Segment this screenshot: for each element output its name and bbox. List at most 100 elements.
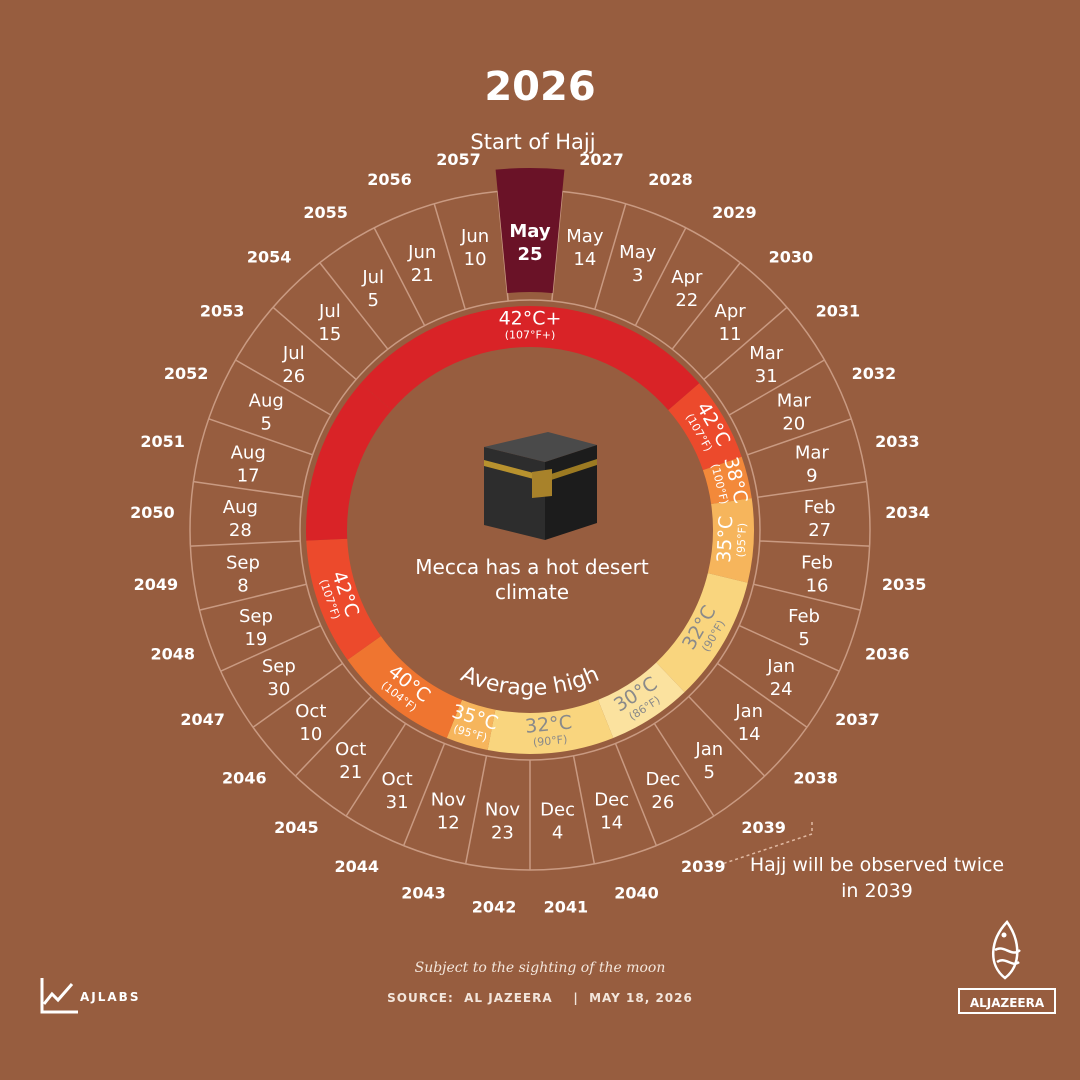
temperature-band (446, 699, 496, 750)
year-label: 2039 (741, 818, 786, 837)
cell-divider (272, 306, 357, 380)
cell-divider (433, 203, 466, 310)
average-high-label: Average high (457, 662, 603, 701)
date-day-label: 16 (806, 575, 829, 596)
chart-title: 2026 (484, 64, 596, 110)
temperature-celsius-label: 35°C (713, 515, 737, 563)
date-day-label: 17 (237, 466, 260, 487)
cell-divider (759, 540, 870, 547)
cell-divider (614, 743, 658, 846)
cell-divider (703, 306, 788, 380)
temperature-band (487, 699, 614, 754)
date-day-label: 14 (600, 812, 623, 833)
date-month-label: Nov (431, 789, 466, 810)
cell-divider (572, 755, 596, 864)
date-month-label: Dec (594, 789, 629, 810)
moon-sighting-footnote: Subject to the sighting of the moon (414, 960, 666, 976)
date-month-label: Apr (671, 267, 703, 288)
cell-divider (373, 227, 426, 326)
date-month-label: May (619, 242, 657, 263)
date-month-label: Aug (249, 391, 284, 412)
date-day-label: 30 (267, 679, 290, 700)
year-label: 2038 (793, 769, 838, 788)
cell-divider (402, 743, 446, 846)
date-month-label: Jun (407, 242, 436, 263)
date-day-label: 21 (411, 265, 434, 286)
cell-divider (193, 480, 303, 499)
aljazeera-logo-mark (991, 920, 1021, 980)
date-day-label: 31 (755, 366, 778, 387)
year-label: 2055 (303, 203, 348, 222)
date-day-label: 31 (386, 792, 409, 813)
date-month-label: Jan (694, 739, 723, 760)
kaaba-icon (484, 432, 597, 540)
temperature-celsius-label: 32°C (524, 711, 573, 737)
date-month-label: Jul (282, 343, 305, 364)
temperature-band (702, 456, 752, 504)
year-label: 2032 (852, 364, 897, 383)
date-month-label: Jun (460, 226, 489, 247)
year-label: 2052 (164, 364, 209, 383)
date-day-label: 28 (229, 520, 252, 541)
year-label: 2057 (436, 150, 481, 169)
year-label: 2056 (367, 170, 412, 189)
date-month-label: Mar (777, 391, 812, 412)
date-day-label: 24 (770, 679, 793, 700)
year-label: 2027 (579, 150, 624, 169)
cell-divider (747, 418, 852, 456)
date-month-label: Aug (231, 443, 266, 464)
date-day-label: 3 (632, 265, 643, 286)
temperature-band (347, 636, 462, 738)
cell-divider (716, 662, 808, 728)
temperature-ring-layer (306, 305, 755, 754)
temperature-band (306, 538, 381, 660)
cell-divider (294, 695, 372, 777)
date-cells-layer (189, 168, 871, 871)
date-day-label: 25 (517, 244, 542, 265)
year-label: 2035 (882, 575, 927, 594)
date-month-label: Nov (485, 800, 520, 821)
date-day-label: 5 (260, 414, 271, 435)
year-label: 2045 (274, 818, 319, 837)
note-bracket (721, 822, 813, 865)
temperature-fahrenheit-label: (95°F) (734, 523, 749, 558)
date-day-label: 23 (491, 823, 514, 844)
cell-divider (634, 227, 687, 326)
date-month-label: Sep (239, 606, 273, 627)
date-month-label: Sep (226, 552, 260, 573)
cell-divider (753, 583, 861, 611)
year-label: 2051 (140, 432, 185, 451)
temperature-band (656, 573, 748, 693)
cell-divider (464, 755, 488, 864)
year-label: 2030 (769, 247, 814, 266)
cell-divider (220, 624, 322, 672)
date-day-label: 9 (806, 466, 817, 487)
date-day-label: 26 (651, 792, 674, 813)
date-day-label: 5 (367, 290, 378, 311)
date-month-label: May (509, 221, 551, 242)
date-month-label: May (566, 226, 604, 247)
cell-divider (594, 203, 627, 310)
date-day-label: 11 (719, 324, 742, 345)
date-day-label: 10 (299, 724, 322, 745)
date-month-label: Dec (645, 769, 680, 790)
cell-divider (653, 723, 715, 817)
date-day-label: 27 (808, 520, 831, 541)
date-month-label: Oct (335, 739, 366, 760)
cell-divider (738, 624, 840, 672)
cell-divider (199, 583, 307, 611)
temperature-label-group: 42°C+(107°F+) (499, 308, 562, 342)
year-label: 2040 (614, 884, 659, 903)
source-line: SOURCE: AL JAZEERA | MAY 18, 2026 (387, 991, 693, 1005)
year-label: 2029 (712, 203, 757, 222)
date-day-label: 15 (318, 324, 341, 345)
year-label: 2043 (401, 884, 446, 903)
twice-2039-note: Hajj will be observed twice in 2039 (749, 854, 1005, 902)
temperature-band (707, 498, 755, 583)
ajlabs-logo-text: AJLABS (80, 990, 141, 1004)
year-labels-layer: 2027202820292030203120322033203420352036… (130, 150, 930, 916)
date-month-label: Feb (804, 497, 836, 518)
temperature-label-group: 35°C(95°F) (713, 515, 749, 563)
start-of-hajj-label: Start of Hajj (470, 130, 596, 154)
cell-divider (757, 480, 867, 499)
